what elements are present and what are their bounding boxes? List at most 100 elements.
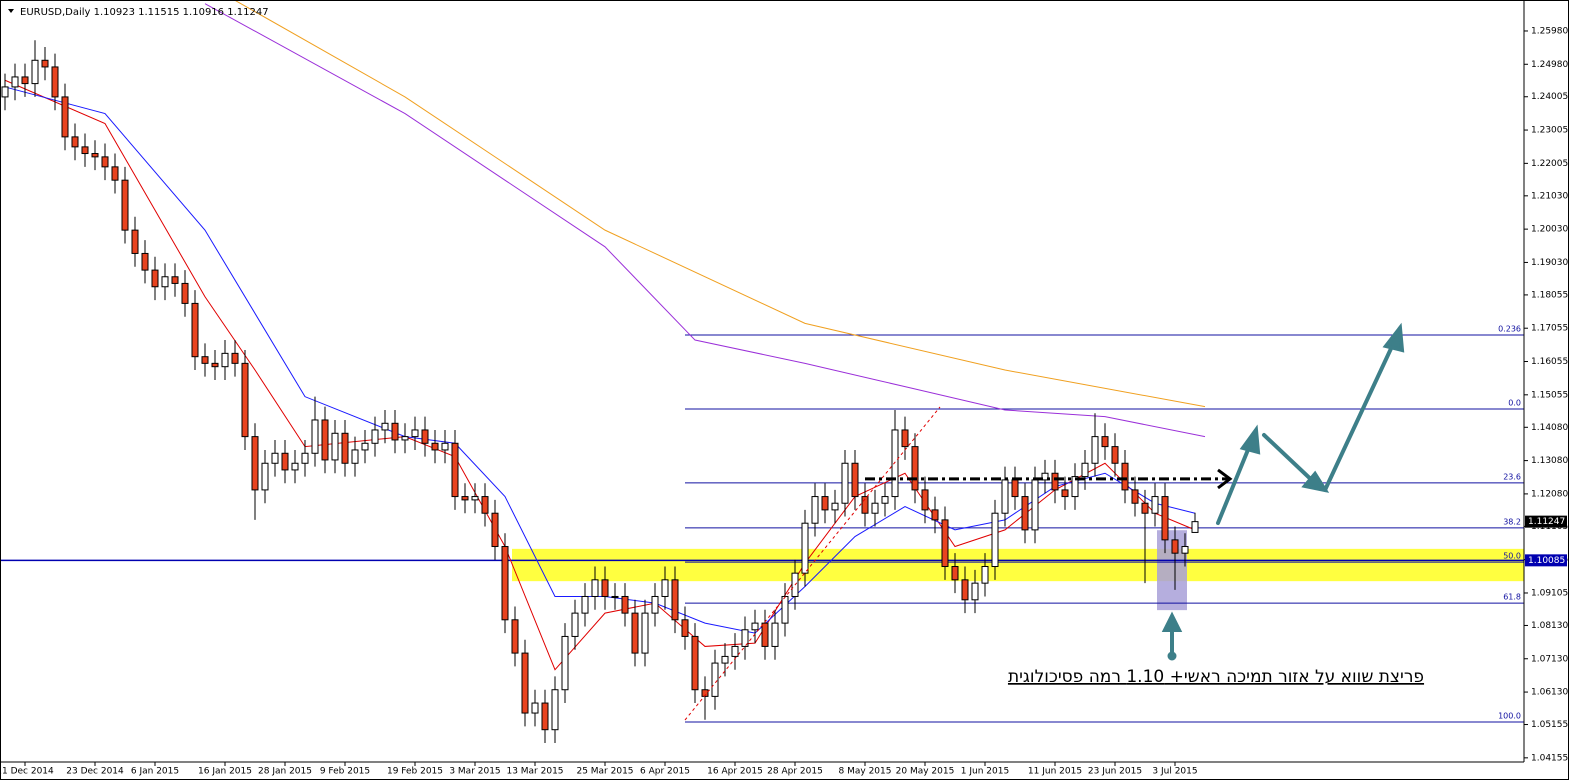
candle-body	[1111, 446, 1119, 464]
candle-body	[891, 429, 899, 498]
candle-body	[1031, 479, 1039, 531]
candle-body	[1121, 462, 1129, 491]
candle-body	[1, 86, 9, 98]
y-tick-label: 1.08130	[1531, 621, 1568, 631]
x-tick-label: 16 Jan 2015	[198, 767, 252, 777]
candle-body	[11, 76, 19, 88]
candle-body	[1171, 539, 1179, 554]
candle-body	[1101, 436, 1109, 448]
candle-body	[281, 452, 289, 471]
candle-body	[481, 496, 489, 514]
candle-body	[221, 352, 229, 368]
candle-body	[121, 179, 129, 231]
candle-body	[941, 519, 949, 568]
candle-body	[191, 302, 199, 358]
candle-body	[851, 462, 859, 498]
candle-body	[1161, 496, 1169, 541]
candle-body	[91, 153, 99, 158]
candle-body	[181, 282, 189, 304]
y-tick-label: 1.22005	[1531, 159, 1568, 169]
y-tick-label: 1.18055	[1531, 290, 1568, 300]
candle-body	[451, 442, 459, 498]
candle-body	[821, 496, 829, 511]
price-box-label: 1.10085	[1528, 556, 1565, 566]
candle-body	[1001, 479, 1009, 514]
candle-body	[311, 419, 319, 454]
candle-body	[641, 612, 649, 654]
x-tick-label: 16 Apr 2015	[707, 767, 763, 777]
level-arrow-head	[1217, 468, 1233, 490]
candle-body	[321, 419, 329, 461]
candle-body	[871, 502, 879, 514]
candle-body	[501, 546, 509, 621]
candle-body	[531, 702, 539, 714]
candle-body	[841, 462, 849, 504]
x-tick-label: 28 Apr 2015	[767, 767, 823, 777]
x-tick-label: 1 Jun 2015	[961, 767, 1009, 777]
candle-body	[271, 452, 279, 464]
x-tick-label: 6 Jan 2015	[131, 767, 179, 777]
candle-body	[211, 362, 219, 368]
candle-body	[421, 429, 429, 444]
candle-body	[1071, 476, 1079, 498]
candle-body	[411, 429, 419, 438]
candle-body	[911, 446, 919, 491]
y-tick-label: 1.21030	[1531, 191, 1568, 201]
arrow-head	[1301, 470, 1330, 493]
candle-body	[101, 156, 109, 168]
candle-body	[631, 612, 639, 654]
candle-body	[991, 512, 999, 568]
fib-label: 0.0	[1508, 398, 1521, 407]
candle-body	[511, 619, 519, 654]
y-tick-label: 1.24005	[1531, 92, 1568, 102]
candle-body	[21, 76, 29, 85]
menu-triangle	[8, 9, 14, 13]
candle-body	[151, 269, 159, 288]
candle-body	[51, 66, 59, 98]
y-tick-label: 1.20030	[1531, 225, 1568, 235]
candle-body	[601, 579, 609, 597]
candle-body	[671, 579, 679, 621]
candle-body	[351, 449, 359, 464]
y-tick-label: 1.09105	[1531, 588, 1568, 598]
candle-body	[901, 429, 909, 448]
arrow-head	[1239, 424, 1261, 455]
candle-body	[571, 612, 579, 637]
candle-body	[461, 496, 469, 501]
fib-label: 38.2	[1503, 517, 1521, 526]
candle-body	[751, 622, 759, 631]
x-tick-label: 3 Mar 2015	[449, 767, 500, 777]
x-tick-label: 8 May 2015	[839, 767, 892, 777]
price-box	[1525, 515, 1567, 528]
candle-body	[1141, 502, 1149, 514]
chart-title: EURUSD,Daily 1.10923 1.11515 1.10916 1.1…	[20, 7, 269, 18]
candle-body	[361, 442, 369, 451]
y-tick-label: 1.23005	[1531, 126, 1568, 136]
x-tick-label: 20 May 2015	[896, 767, 955, 777]
moving-average	[4, 79, 1196, 671]
fib-label: 61.8	[1503, 593, 1521, 602]
candle-body	[661, 579, 669, 597]
candle-body	[741, 629, 749, 647]
candle-body	[1151, 496, 1159, 514]
candle-body	[771, 622, 779, 647]
candle-body	[731, 645, 739, 657]
candle-body	[621, 595, 629, 614]
candle-body	[1021, 496, 1029, 531]
y-tick-label: 1.19030	[1531, 258, 1568, 268]
fib-label: 50.0	[1503, 552, 1521, 561]
candle-body	[1051, 472, 1059, 491]
y-tick-label: 1.14080	[1531, 423, 1568, 433]
candle-body	[961, 579, 969, 601]
support-zone	[512, 548, 1524, 582]
candle-body	[521, 652, 529, 714]
y-tick-label: 1.07130	[1531, 654, 1568, 664]
x-tick-label: 19 Feb 2015	[387, 767, 443, 777]
candle-body	[681, 619, 689, 637]
forecast-arrows	[1161, 322, 1405, 661]
arrow-dot	[1167, 651, 1177, 661]
candle-body	[441, 442, 449, 451]
